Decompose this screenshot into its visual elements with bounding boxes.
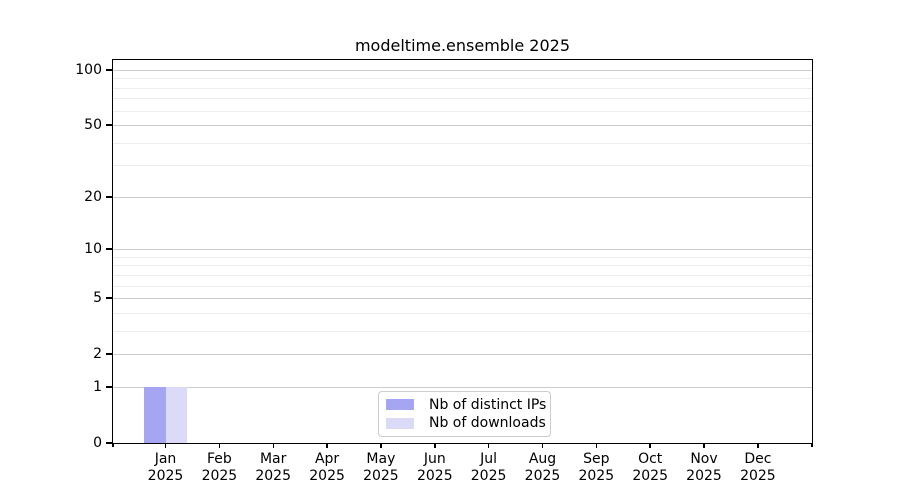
x-tick-label: Jul 2025 (454, 451, 524, 485)
y-tick-label: 5 (93, 290, 102, 307)
y-tick-label: 100 (75, 61, 102, 78)
x-edge-tick (112, 443, 114, 447)
x-tick-mark (272, 443, 274, 448)
legend-swatch (386, 399, 414, 411)
x-tick-month: Feb (206, 451, 232, 467)
major-gridline (113, 354, 812, 356)
minor-gridline (113, 165, 812, 167)
x-tick-year: 2025 (255, 468, 291, 484)
x-tick-month: Oct (638, 451, 663, 467)
y-tick-label: 2 (93, 346, 102, 363)
x-tick-year: 2025 (578, 468, 615, 484)
y-tick-label: 50 (84, 117, 102, 133)
legend-swatch (386, 417, 414, 429)
x-tick-month: Aug (528, 451, 557, 467)
x-tick-month: Sep (583, 451, 610, 467)
x-tick-month: Dec (744, 451, 772, 467)
legend-label: Nb of downloads (429, 415, 546, 432)
x-tick-year: 2025 (309, 468, 345, 484)
minor-gridline (113, 256, 812, 258)
minor-gridline (113, 110, 812, 112)
x-tick-mark (218, 443, 221, 448)
x-tick-mark (326, 443, 328, 448)
x-tick-label: Mar 2025 (238, 451, 308, 485)
x-tick-year: 2025 (416, 468, 453, 484)
minor-gridline (113, 312, 812, 314)
x-tick-mark (649, 443, 651, 448)
minor-gridline (113, 98, 812, 100)
y-tick-mark (106, 386, 112, 388)
chart-title: modeltime.ensemble 2025 (354, 36, 571, 55)
x-tick-month: Apr (314, 451, 340, 467)
x-tick-year: 2025 (524, 468, 561, 484)
minor-gridline (113, 78, 812, 80)
y-tick-label: 0 (93, 435, 102, 451)
x-tick-mark (595, 443, 598, 448)
y-tick-mark (106, 196, 112, 198)
y-tick-mark (106, 353, 112, 355)
minor-gridline (113, 142, 812, 144)
y-tick-mark (106, 442, 112, 444)
plot-area (111, 58, 813, 444)
y-tick-label: 10 (84, 241, 102, 258)
x-tick-year: 2025 (470, 468, 507, 484)
bars (113, 60, 812, 443)
minor-gridline (113, 274, 812, 276)
y-tick-label: 20 (84, 188, 102, 205)
minor-gridline (113, 330, 812, 332)
y-tick-mark (106, 69, 112, 71)
x-tick-label: Jun 2025 (400, 451, 470, 485)
y-tick-mark (106, 297, 112, 299)
x-tick-year: 2025 (632, 468, 668, 484)
y-tick-mark (106, 248, 112, 250)
x-tick-year: 2025 (363, 468, 399, 484)
x-tick-mark (541, 443, 544, 448)
bar-jan-distinct-ips (144, 386, 166, 443)
x-tick-mark (434, 443, 436, 448)
x-tick-month: Jul (480, 451, 498, 467)
x-tick-year: 2025 (201, 468, 238, 484)
x-tick-mark (487, 443, 490, 448)
minor-gridline (113, 87, 812, 89)
major-gridline (113, 125, 812, 126)
bar-jan-downloads (165, 386, 187, 443)
x-tick-month: Nov (690, 451, 718, 467)
x-edge-tick (811, 443, 813, 447)
x-tick-mark (757, 443, 759, 448)
major-gridline (113, 386, 812, 388)
x-tick-label: Jan 2025 (131, 451, 201, 485)
minor-gridline (113, 265, 812, 267)
x-tick-month: Jan (154, 451, 177, 467)
x-tick-label: Feb 2025 (184, 451, 254, 485)
major-gridline (113, 69, 812, 71)
x-tick-mark (380, 443, 382, 448)
legend-label: Nb of distinct IPs (429, 396, 547, 413)
minor-gridline (113, 285, 812, 287)
x-tick-year: 2025 (740, 468, 776, 484)
major-gridline (113, 196, 812, 198)
major-gridline (113, 298, 812, 300)
x-tick-label: Apr 2025 (292, 451, 362, 485)
x-tick-label: Oct 2025 (615, 451, 685, 485)
gridlines (113, 60, 812, 443)
x-tick-month: Mar (259, 451, 287, 467)
legend: Nb of distinct IPs Nb of downloads (378, 391, 551, 437)
x-tick-label: Sep 2025 (561, 451, 631, 485)
x-tick-label: Nov 2025 (669, 451, 739, 485)
x-tick-label: Dec 2025 (723, 451, 793, 485)
x-tick-year: 2025 (686, 468, 722, 484)
legend-item: Nb of distinct IPs (386, 396, 547, 413)
x-tick-mark (164, 443, 167, 448)
x-tick-mark (703, 443, 705, 448)
x-tick-month: Jun (423, 451, 446, 467)
y-tick-label: 1 (93, 378, 102, 395)
x-tick-label: Aug 2025 (508, 451, 578, 485)
x-tick-label: May 2025 (346, 451, 416, 485)
x-tick-year: 2025 (147, 468, 184, 484)
legend-item: Nb of downloads (386, 415, 546, 432)
major-gridline (113, 249, 812, 251)
x-tick-month: May (366, 451, 396, 467)
y-tick-mark (106, 124, 112, 126)
